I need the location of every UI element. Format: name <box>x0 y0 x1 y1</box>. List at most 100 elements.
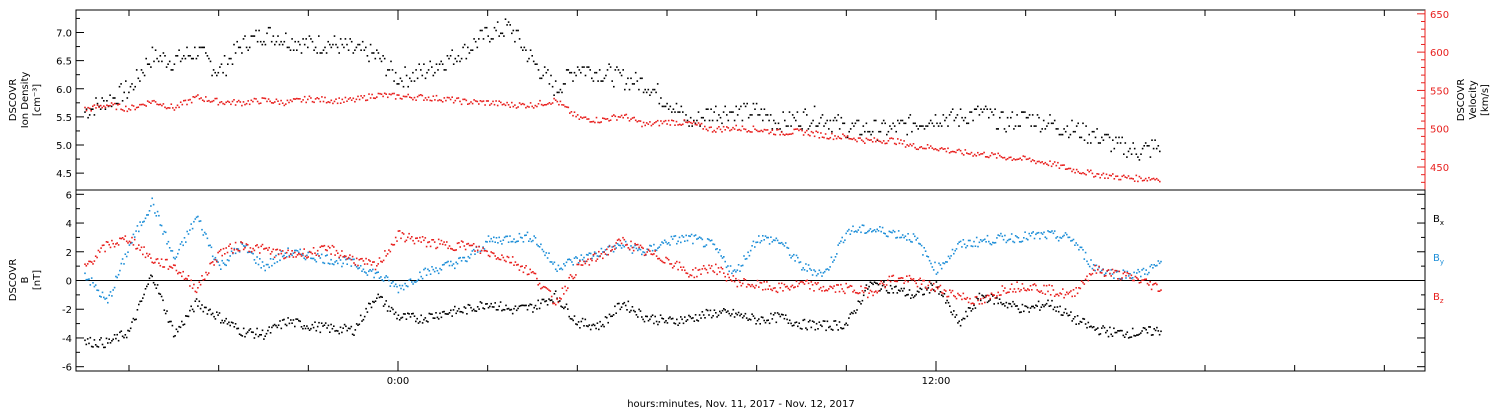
density-point <box>1091 130 1094 133</box>
velocity-point <box>824 133 827 135</box>
bz-point <box>961 298 963 301</box>
velocity-point <box>407 93 409 96</box>
bx-point <box>684 316 686 318</box>
by-point <box>826 268 829 270</box>
velocity-point <box>613 114 615 116</box>
density-point <box>592 80 595 82</box>
velocity-point <box>736 129 739 131</box>
density-point <box>156 57 158 60</box>
density-point <box>503 35 505 37</box>
density-point <box>936 122 938 125</box>
density-point <box>250 35 253 37</box>
bx-point <box>700 317 702 319</box>
by-point <box>202 234 205 236</box>
bx-point <box>366 311 369 313</box>
bz-point <box>893 280 896 282</box>
bx-point <box>298 319 300 322</box>
density-point <box>415 69 417 71</box>
density-point <box>900 119 902 122</box>
velocity-point <box>438 99 441 101</box>
by-point <box>307 251 309 254</box>
bx-point <box>119 331 121 334</box>
bx-point <box>1102 325 1104 327</box>
density-point <box>944 119 946 122</box>
by-point <box>503 236 506 239</box>
density-point <box>454 57 457 60</box>
bx-point <box>846 324 849 326</box>
bx-point <box>982 295 985 297</box>
velocity-point <box>302 99 304 101</box>
bz-point <box>359 258 362 260</box>
density-point <box>294 40 296 43</box>
velocity-point <box>649 121 651 123</box>
density-point <box>377 52 380 54</box>
by-point <box>389 285 392 287</box>
bx-point <box>1014 305 1017 307</box>
bx-point <box>807 321 810 323</box>
bz-point <box>684 269 686 272</box>
velocity-point <box>380 93 383 95</box>
velocity-point <box>1135 174 1138 177</box>
velocity-point <box>314 98 317 100</box>
by-point <box>133 236 136 238</box>
by-point <box>384 276 386 279</box>
density-point <box>755 102 758 105</box>
density-point <box>573 71 576 74</box>
bx-point <box>1052 308 1055 311</box>
bx-point <box>998 298 1001 300</box>
bz-point <box>697 269 700 271</box>
bx-point <box>84 339 86 342</box>
by-point <box>482 246 484 248</box>
bz-point <box>912 278 915 280</box>
bz-point <box>292 256 295 258</box>
bx-point <box>702 314 705 316</box>
density-point <box>857 119 860 122</box>
bx-point <box>673 322 675 324</box>
density-point <box>1088 133 1090 136</box>
density-point <box>420 69 422 71</box>
bx-point <box>421 322 424 324</box>
bz-point <box>343 255 346 257</box>
by-point <box>334 261 336 263</box>
by-point <box>440 269 443 271</box>
by-point <box>441 264 444 266</box>
bz-point <box>981 302 983 305</box>
by-point <box>431 266 433 268</box>
by-point <box>877 230 880 232</box>
by-point <box>229 255 231 257</box>
bx-point <box>217 314 219 316</box>
density-point <box>431 66 433 68</box>
density-point <box>263 40 265 43</box>
bx-point <box>478 308 480 310</box>
bx-point <box>899 290 901 292</box>
by-point <box>557 264 560 267</box>
by-point <box>269 258 272 260</box>
by-point <box>564 264 566 267</box>
by-point <box>674 235 677 237</box>
velocity-point <box>843 134 846 137</box>
velocity-point <box>1093 176 1095 178</box>
by-point <box>427 268 429 271</box>
velocity-point <box>886 142 888 145</box>
velocity-point <box>332 102 334 105</box>
density-point <box>259 40 262 43</box>
bz-point <box>354 263 357 266</box>
bz-point <box>729 279 732 281</box>
by-point <box>368 270 370 273</box>
velocity-point <box>336 102 339 105</box>
velocity-point <box>283 104 286 107</box>
bz-point <box>900 277 903 279</box>
bz-point <box>142 253 144 256</box>
bz-point <box>195 291 198 294</box>
density-point <box>909 114 912 116</box>
velocity-point <box>576 114 579 116</box>
bz-point <box>552 302 554 305</box>
velocity-point <box>233 99 235 101</box>
velocity-point <box>788 133 791 135</box>
bz-point <box>1122 272 1125 275</box>
density-point <box>318 35 320 37</box>
bz-point <box>1016 281 1018 283</box>
bz-point <box>264 247 266 250</box>
bx-point <box>320 322 323 324</box>
bz-point <box>841 288 843 290</box>
